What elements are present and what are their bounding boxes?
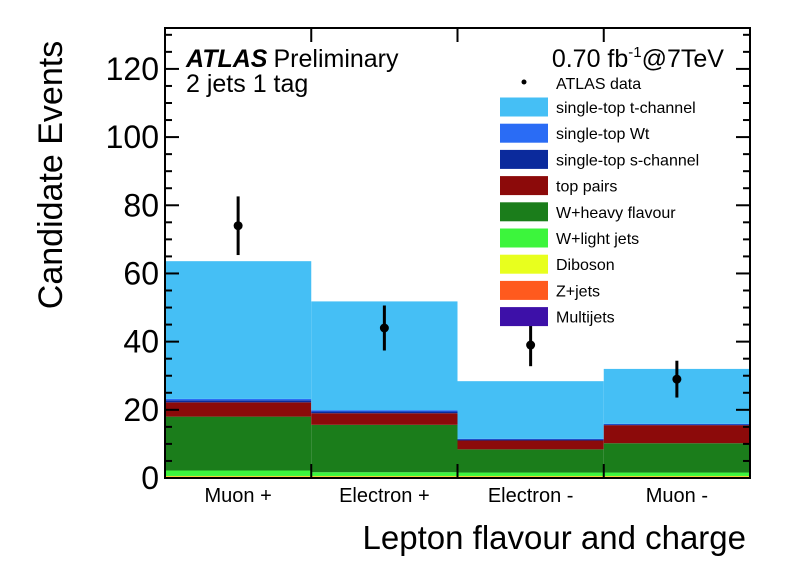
bar-single-top-s-channel-0	[165, 400, 312, 403]
legend-swatch-single-top-s-channel	[500, 149, 548, 169]
bar-single-top-wt-0	[165, 398, 312, 401]
bar-w-heavy-flavour-2	[457, 449, 604, 473]
legend-label-w-light-jets: W+light jets	[556, 231, 639, 248]
legend-marker-data	[521, 79, 527, 85]
legend-label-multijets: Multijets	[556, 310, 615, 327]
bar-w-light-jets-1	[311, 472, 458, 476]
data-point-1	[379, 323, 389, 333]
bar-w-light-jets-2	[457, 472, 604, 476]
bar-single-top-wt-1	[311, 410, 458, 412]
legend-label-diboson: Diboson	[556, 257, 615, 274]
legend-label-data: ATLAS data	[556, 76, 641, 93]
bar-z-jets-2	[457, 476, 604, 478]
y-tick-label: 0	[141, 460, 159, 496]
y-tick-label: 120	[106, 51, 159, 87]
legend-label-w-heavy-flavour: W+heavy flavour	[556, 205, 676, 222]
x-tick-label: Muon +	[204, 485, 271, 507]
x-axis-title: Lepton flavour and charge	[363, 519, 746, 556]
bar-top-pairs-2	[457, 440, 604, 450]
bar-single-top-t-channel-2	[457, 381, 604, 439]
bar-z-jets-1	[311, 476, 458, 478]
y-tick-label: 100	[106, 119, 159, 155]
bar-top-pairs-0	[165, 402, 312, 417]
legend-swatch-w-light-jets	[500, 228, 548, 248]
y-axis-title: Candidate Events	[32, 41, 70, 309]
data-point-0	[233, 221, 243, 231]
legend-label-single-top-s-channel: single-top s-channel	[556, 152, 699, 169]
legend-label-z-jets: Z+jets	[556, 283, 600, 300]
axes: 0 20 40 60 80 100 120 Muon + Electron + Electron …	[106, 28, 751, 507]
bar-single-top-t-channel-0	[165, 261, 312, 399]
legend-swatch-multijets	[500, 307, 548, 327]
bar-single-top-s-channel-3	[603, 424, 750, 426]
experiment-name: ATLAS	[185, 45, 268, 73]
legend-swatch-top-pairs	[500, 176, 548, 196]
y-tick-label: 60	[123, 255, 159, 291]
bar-w-heavy-flavour-3	[603, 443, 750, 473]
bar-w-light-jets-0	[165, 470, 312, 476]
x-tick-label: Electron +	[339, 485, 430, 507]
data-point-2	[526, 340, 536, 350]
legend-label-single-top-wt: single-top Wt	[556, 126, 650, 143]
bar-single-top-wt-2	[457, 438, 604, 440]
data-point-3	[672, 374, 682, 384]
bar-top-pairs-3	[603, 425, 750, 444]
y-tick-label: 80	[123, 187, 159, 223]
legend-swatch-z-jets	[500, 280, 548, 300]
bar-single-top-s-channel-1	[311, 411, 458, 414]
lumi-exponent: -1	[628, 44, 641, 61]
status-label: Preliminary	[273, 45, 399, 73]
legend-label-top-pairs: top pairs	[556, 179, 617, 196]
data-points	[233, 196, 682, 398]
energy-label: @7TeV	[642, 45, 725, 73]
lumi-value: 0.70 fb	[552, 45, 628, 73]
legend-label-single-top-t-channel: single-top t-channel	[556, 100, 696, 117]
bar-top-pairs-1	[311, 413, 458, 425]
legend: ATLAS data single-top t-channel single-top…	[500, 76, 699, 327]
legend-swatch-single-top-wt	[500, 123, 548, 143]
legend-swatch-w-heavy-flavour	[500, 202, 548, 222]
bar-diboson-1	[311, 475, 458, 477]
stack-bars	[165, 261, 750, 478]
bar-diboson-3	[603, 475, 750, 477]
legend-swatch-diboson	[500, 254, 548, 274]
legend-swatch-single-top-t-channel	[500, 97, 548, 117]
bar-w-heavy-flavour-0	[165, 416, 312, 471]
bar-z-jets-0	[165, 476, 312, 478]
bar-single-top-wt-3	[603, 423, 750, 425]
lumi-label: 0.70 fb-1@7TeV	[552, 44, 724, 73]
bar-z-jets-3	[603, 476, 750, 478]
bar-diboson-0	[165, 475, 312, 477]
y-tick-label: 20	[123, 392, 159, 428]
atlas-label: ATLAS Preliminary	[185, 45, 399, 73]
bar-single-top-s-channel-2	[457, 439, 604, 441]
bar-diboson-2	[457, 475, 604, 477]
x-tick-label: Electron -	[488, 485, 574, 507]
selection-label: 2 jets 1 tag	[186, 70, 308, 98]
bar-w-heavy-flavour-1	[311, 424, 458, 473]
bar-w-light-jets-3	[603, 472, 750, 476]
x-tick-label: Muon -	[646, 485, 708, 507]
y-tick-label: 40	[123, 324, 159, 360]
